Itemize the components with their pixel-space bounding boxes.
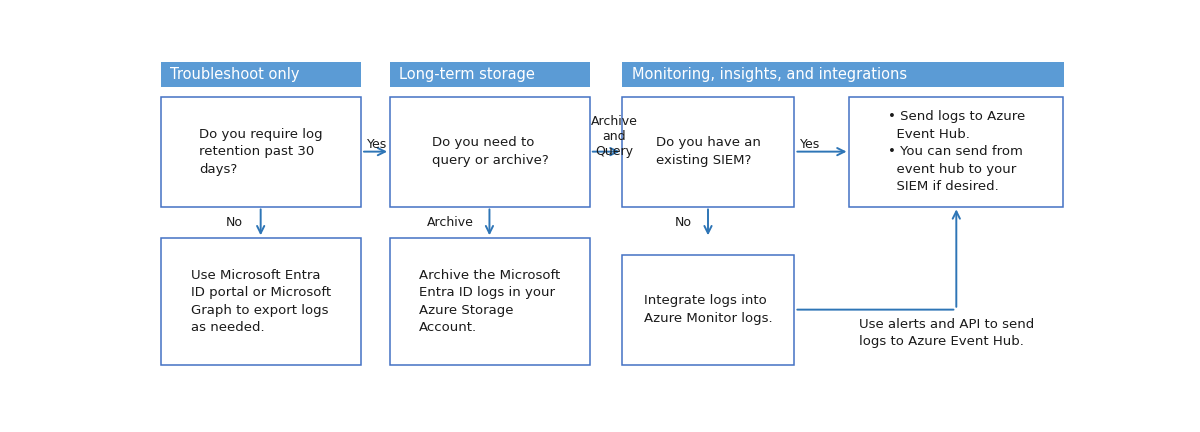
Text: Archive: Archive [427, 216, 474, 229]
FancyBboxPatch shape [623, 255, 794, 365]
Text: Use alerts and API to send
logs to Azure Event Hub.: Use alerts and API to send logs to Azure… [859, 318, 1034, 349]
FancyBboxPatch shape [390, 97, 590, 206]
Text: Archive
and
Query: Archive and Query [590, 115, 637, 158]
FancyBboxPatch shape [161, 238, 361, 365]
FancyBboxPatch shape [623, 97, 794, 206]
FancyBboxPatch shape [623, 62, 1064, 87]
Text: Troubleshoot only: Troubleshoot only [170, 67, 300, 82]
Text: No: No [676, 216, 692, 229]
Text: Long-term storage: Long-term storage [400, 67, 535, 82]
FancyBboxPatch shape [390, 238, 590, 365]
Text: Yes: Yes [800, 139, 821, 152]
Text: Use Microsoft Entra
ID portal or Microsoft
Graph to export logs
as needed.: Use Microsoft Entra ID portal or Microso… [191, 269, 331, 334]
FancyBboxPatch shape [390, 62, 590, 87]
FancyBboxPatch shape [161, 62, 361, 87]
Text: Do you need to
query or archive?: Do you need to query or archive? [432, 137, 548, 167]
Text: Archive the Microsoft
Entra ID logs in your
Azure Storage
Account.: Archive the Microsoft Entra ID logs in y… [419, 269, 560, 334]
FancyBboxPatch shape [850, 97, 1063, 206]
Text: Do you have an
existing SIEM?: Do you have an existing SIEM? [656, 137, 761, 167]
Text: Integrate logs into
Azure Monitor logs.: Integrate logs into Azure Monitor logs. [644, 294, 773, 325]
Text: Do you require log
retention past 30
days?: Do you require log retention past 30 day… [199, 127, 323, 176]
Text: • Send logs to Azure
  Event Hub.
• You can send from
  event hub to your
  SIEM: • Send logs to Azure Event Hub. • You ca… [888, 110, 1025, 193]
FancyBboxPatch shape [161, 97, 361, 206]
Text: No: No [226, 216, 242, 229]
Text: Yes: Yes [367, 139, 386, 152]
Text: Monitoring, insights, and integrations: Monitoring, insights, and integrations [631, 67, 907, 82]
